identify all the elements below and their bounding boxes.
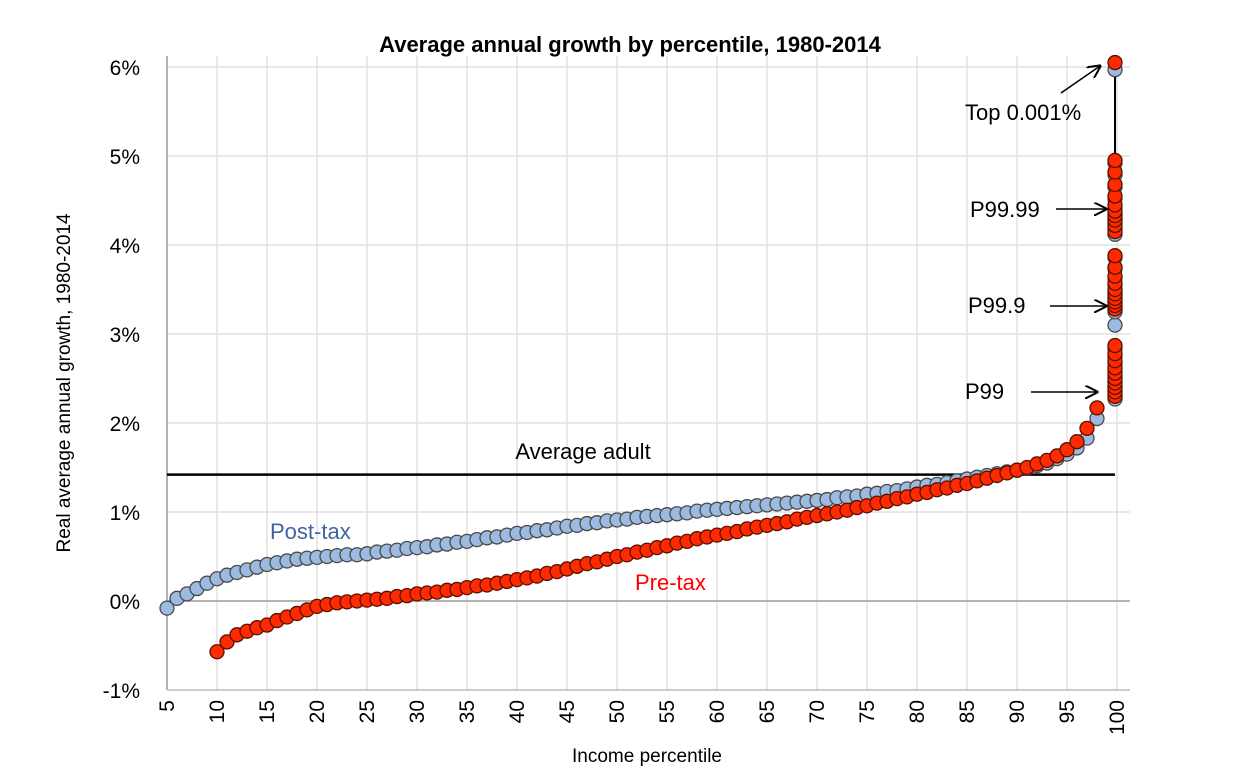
pre-tax-point — [209, 644, 225, 660]
x-tick-label: 80 — [906, 700, 929, 723]
y-tick-labels: -1% 0% 1% 2% 3% 4% 5% 6% — [103, 57, 140, 703]
x-tick-label: 50 — [606, 700, 629, 723]
y-tick-label: 1% — [110, 502, 140, 525]
x-tick-label: 95 — [1056, 700, 1079, 723]
chart-title: Average annual growth by percentile, 198… — [379, 32, 881, 57]
x-tick-label: 65 — [756, 700, 779, 723]
data-points — [159, 54, 1123, 660]
annotation-p999: P99.9 — [968, 293, 1026, 318]
x-tick-label: 10 — [206, 700, 229, 723]
y-tick-label: -1% — [103, 680, 140, 703]
pre-tax-point — [1107, 54, 1123, 71]
y-axis-label: Real average annual growth, 1980-2014 — [54, 213, 75, 553]
x-tick-labels: 5 10 15 20 25 30 35 40 45 50 55 60 65 70 75 80 85 90 95 100 — [156, 700, 1129, 735]
pre-tax-point — [1069, 434, 1085, 450]
post-tax-point — [159, 600, 175, 616]
pre-tax-label: Pre-tax — [635, 570, 706, 595]
arrow-top-0001 — [1060, 66, 1100, 94]
y-tick-label: 5% — [110, 146, 140, 169]
y-tick-label: 4% — [110, 235, 140, 258]
annotation-p9999: P99.99 — [970, 197, 1040, 222]
x-tick-label: 40 — [506, 700, 529, 723]
x-tick-label: 60 — [706, 700, 729, 723]
x-tick-label: 5 — [156, 700, 179, 712]
x-tick-label: 35 — [456, 700, 479, 723]
y-tick-label: 0% — [110, 591, 140, 614]
x-tick-label: 20 — [306, 700, 329, 723]
post-tax-label: Post-tax — [270, 519, 351, 544]
grid — [167, 56, 1130, 690]
y-tick-label: 2% — [110, 413, 140, 436]
pre-tax-point — [1107, 152, 1123, 169]
x-axis-label: Income percentile — [572, 746, 722, 767]
x-tick-label: 45 — [556, 700, 579, 723]
average-adult-label: Average adult — [515, 439, 650, 464]
x-tick-label: 85 — [956, 700, 979, 723]
pre-tax-point — [1059, 442, 1075, 458]
x-tick-label: 55 — [656, 700, 679, 723]
pre-tax-point — [1107, 248, 1123, 264]
y-tick-label: 6% — [110, 57, 140, 80]
annotation-top-0001: Top 0.001% — [965, 100, 1081, 125]
x-tick-label: 90 — [1006, 700, 1029, 723]
pre-tax-point — [1107, 337, 1123, 354]
pre-tax-point — [1079, 420, 1095, 436]
x-tick-label: 100 — [1106, 700, 1129, 735]
x-tick-label: 70 — [806, 700, 829, 723]
x-tick-label: 30 — [406, 700, 429, 723]
y-tick-label: 3% — [110, 324, 140, 347]
x-tick-label: 15 — [256, 700, 279, 723]
post-tax-point — [1107, 317, 1123, 333]
x-tick-label: 25 — [356, 700, 379, 723]
x-tick-label: 75 — [856, 700, 879, 723]
pre-tax-point — [1089, 400, 1105, 416]
annotation-p99: P99 — [965, 379, 1004, 404]
